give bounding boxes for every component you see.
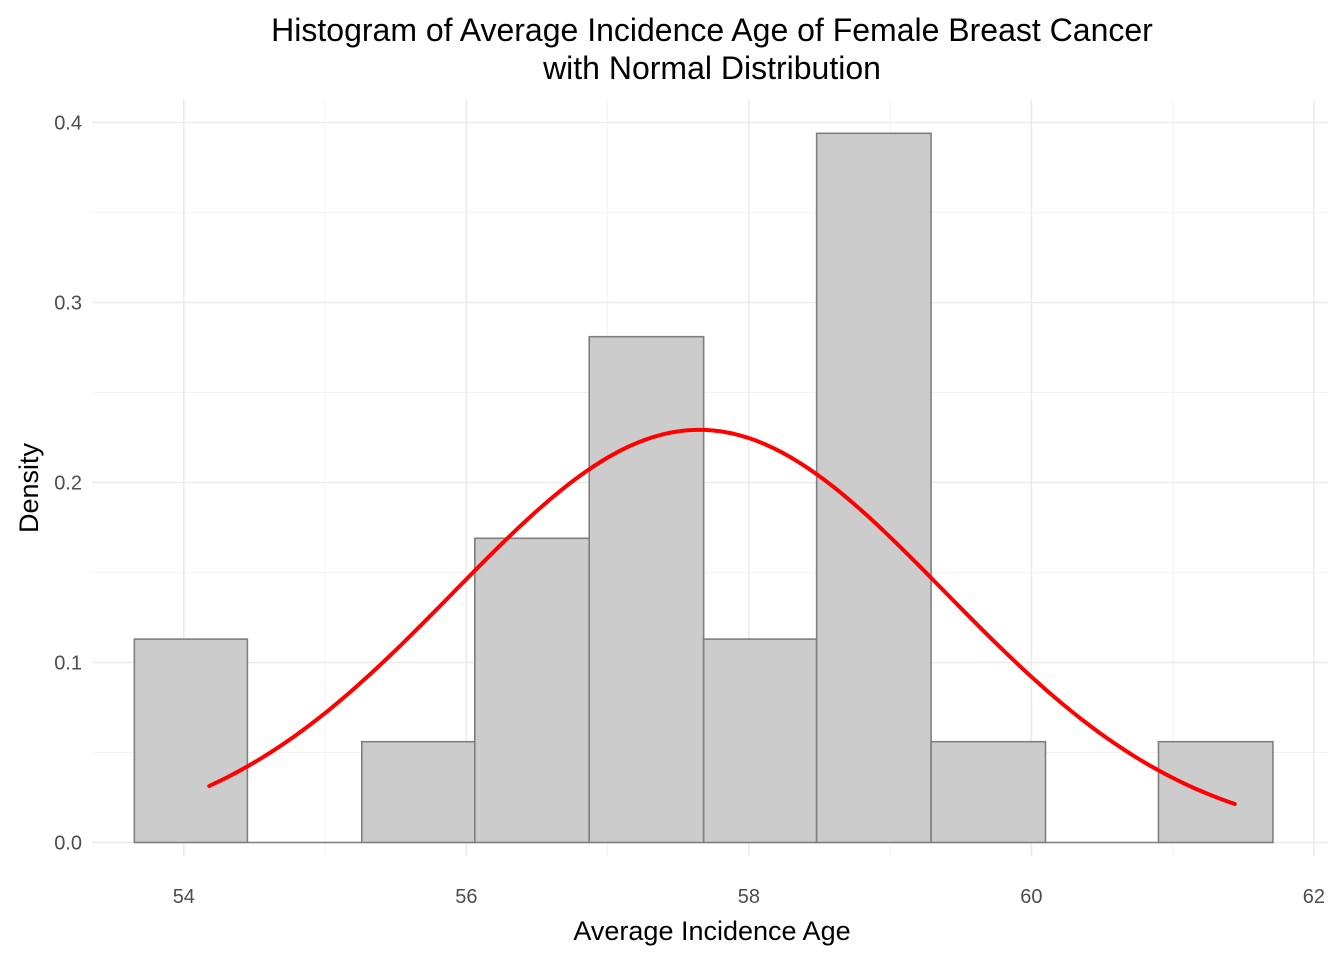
chart-title-line-2: with Normal Distribution — [542, 50, 881, 86]
y-tick-label-0: 0.0 — [54, 833, 82, 855]
y-tick-label-3: 0.3 — [54, 293, 82, 315]
y-tick-label-1: 0.1 — [54, 653, 82, 675]
x-tick-label-4: 62 — [1303, 886, 1325, 908]
y-tick-label-4: 0.4 — [54, 113, 82, 135]
chart-title-line-1: Histogram of Average Incidence Age of Fe… — [271, 12, 1153, 48]
normal-distribution-curve — [207, 427, 1237, 807]
x-axis-label: Average Incidence Age — [573, 916, 850, 946]
histogram-bar-3 — [474, 537, 591, 844]
normal-curve-layer — [207, 427, 1237, 807]
histogram-bar-9 — [1157, 740, 1274, 844]
histogram-bar-7 — [930, 740, 1047, 844]
histogram-bar-4 — [588, 335, 705, 844]
x-tick-labels: 54 56 58 60 62 — [173, 886, 1325, 908]
x-tick-label-3: 60 — [1020, 886, 1042, 908]
y-axis-label: Density — [14, 442, 44, 533]
histogram-bar-2 — [361, 740, 476, 844]
x-tick-label-1: 56 — [455, 886, 477, 908]
histogram-bar-0 — [133, 638, 249, 844]
histogram-bar-5 — [702, 638, 818, 844]
x-tick-label-2: 58 — [738, 886, 760, 908]
y-tick-labels: 0.0 0.1 0.2 0.3 0.4 — [54, 113, 82, 855]
x-tick-label-0: 54 — [173, 886, 195, 908]
y-tick-label-2: 0.2 — [54, 473, 82, 495]
